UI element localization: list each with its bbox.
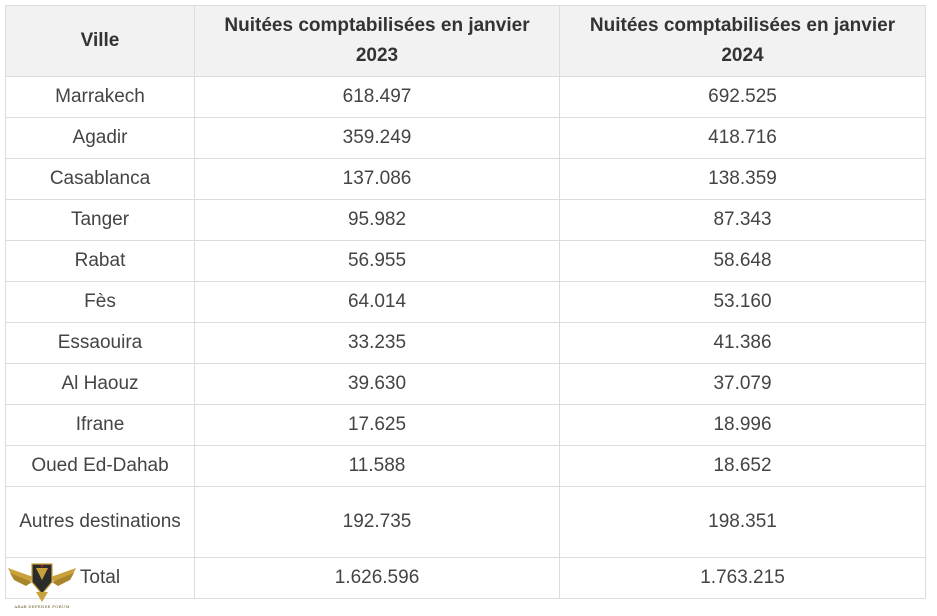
cell-ville: Casablanca [5, 158, 195, 200]
arab-defense-forum-logo: ARAB DEFENSE FORUM [6, 560, 78, 614]
cell-2024: 37.079 [559, 363, 926, 405]
nuitees-table: Ville Nuitées comptabilisées en janvier … [5, 5, 926, 599]
cell-2023: 33.235 [194, 322, 560, 364]
cell-2024: 418.716 [559, 117, 926, 159]
header-row: Ville Nuitées comptabilisées en janvier … [5, 5, 926, 77]
cell-2023: 64.014 [194, 281, 560, 323]
table-row: Marrakech 618.497 692.525 [5, 76, 926, 118]
cell-ville: Autres destinations [5, 486, 195, 558]
cell-2023: 11.588 [194, 445, 560, 487]
table-row: Autres destinations 192.735 198.351 [5, 486, 926, 558]
eagle-emblem-icon [8, 563, 76, 602]
cell-2024: 41.386 [559, 322, 926, 364]
table-row: Al Haouz 39.630 37.079 [5, 363, 926, 405]
cell-ville: Oued Ed-Dahab [5, 445, 195, 487]
total-row: Total 1.626.596 1.763.215 [5, 557, 926, 599]
table-row: Oued Ed-Dahab 11.588 18.652 [5, 445, 926, 487]
cell-2023: 359.249 [194, 117, 560, 159]
header-2024: Nuitées comptabilisées en janvier 2024 [559, 5, 926, 77]
cell-2024: 53.160 [559, 281, 926, 323]
cell-2023: 39.630 [194, 363, 560, 405]
cell-2023-total: 1.626.596 [194, 557, 560, 599]
cell-2023: 95.982 [194, 199, 560, 241]
cell-2024: 58.648 [559, 240, 926, 282]
cell-2024: 18.652 [559, 445, 926, 487]
cell-ville: Tanger [5, 199, 195, 241]
cell-2024: 138.359 [559, 158, 926, 200]
cell-2023: 192.735 [194, 486, 560, 558]
table-row: Tanger 95.982 87.343 [5, 199, 926, 241]
cell-ville: Essaouira [5, 322, 195, 364]
table-row: Essaouira 33.235 41.386 [5, 322, 926, 364]
cell-ville: Agadir [5, 117, 195, 159]
table-row: Fès 64.014 53.160 [5, 281, 926, 323]
cell-2024: 18.996 [559, 404, 926, 446]
cell-2023: 137.086 [194, 158, 560, 200]
logo-text: ARAB DEFENSE FORUM [14, 604, 70, 609]
table-row: Casablanca 137.086 138.359 [5, 158, 926, 200]
cell-ville: Fès [5, 281, 195, 323]
cell-2024: 692.525 [559, 76, 926, 118]
cell-2024-total: 1.763.215 [559, 557, 926, 599]
table-row: Agadir 359.249 418.716 [5, 117, 926, 159]
cell-ville: Al Haouz [5, 363, 195, 405]
cell-ville: Rabat [5, 240, 195, 282]
table-row: Ifrane 17.625 18.996 [5, 404, 926, 446]
cell-2024: 87.343 [559, 199, 926, 241]
cell-ville: Marrakech [5, 76, 195, 118]
cell-2023: 17.625 [194, 404, 560, 446]
cell-2024: 198.351 [559, 486, 926, 558]
cell-2023: 56.955 [194, 240, 560, 282]
header-2023: Nuitées comptabilisées en janvier 2023 [194, 5, 560, 77]
cell-2023: 618.497 [194, 76, 560, 118]
header-ville: Ville [5, 5, 195, 77]
cell-ville: Ifrane [5, 404, 195, 446]
table-row: Rabat 56.955 58.648 [5, 240, 926, 282]
